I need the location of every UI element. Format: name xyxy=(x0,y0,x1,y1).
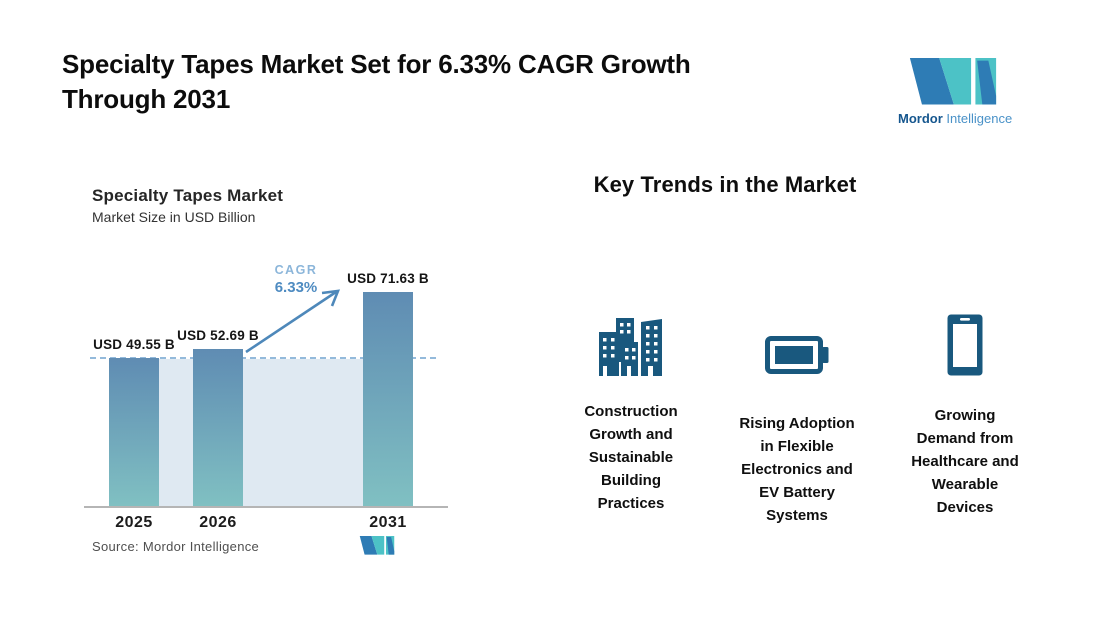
page-title: Specialty Tapes Market Set for 6.33% CAG… xyxy=(62,49,691,114)
reference-dashed-line xyxy=(90,357,436,359)
trend-text: Rising Adoption in Flexible Electronics … xyxy=(739,415,855,524)
chart-subtitle: Market Size in USD Billion xyxy=(92,209,256,225)
trend-text: Construction Growth and Sustainable Buil… xyxy=(584,403,678,512)
x-axis-label: 2031 xyxy=(369,514,407,531)
x-axis-label: 2025 xyxy=(115,514,153,531)
battery-icon xyxy=(712,300,882,388)
trend-item-wearables: Growing Demand from Healthcare and Weara… xyxy=(880,300,1050,519)
mordor-logo-icon xyxy=(909,58,997,105)
bar-value-label: USD 71.63 B xyxy=(347,271,429,286)
brand-name: Mordor Intelligence xyxy=(898,111,1012,126)
bar-2026 xyxy=(193,349,243,506)
trend-item-electronics: Rising Adoption in Flexible Electronics … xyxy=(712,300,882,527)
cagr-annotation: CAGR 6.33% xyxy=(254,262,338,296)
trend-item-construction: Construction Growth and Sustainable Buil… xyxy=(546,300,716,515)
x-axis-label: 2026 xyxy=(199,514,237,531)
chart-title: Specialty Tapes Market xyxy=(92,186,284,205)
brand-name-secondary: Intelligence xyxy=(946,111,1013,126)
plot-background-fill xyxy=(109,359,413,506)
mordor-logo: Mordor Intelligence xyxy=(898,58,1012,126)
bar-2031 xyxy=(363,292,413,506)
smartphone-icon xyxy=(880,300,1050,380)
x-axis-line xyxy=(84,506,448,508)
brand-name-primary: Mordor xyxy=(898,111,943,126)
trends-heading: Key Trends in the Market xyxy=(593,172,857,197)
buildings-icon xyxy=(546,300,716,376)
bar-2025 xyxy=(109,358,159,506)
source-note: Source: Mordor Intelligence xyxy=(92,539,260,554)
cagr-label: CAGR xyxy=(274,263,318,277)
bar-value-label: USD 52.69 B xyxy=(177,328,259,343)
bar-value-label: USD 49.55 B xyxy=(93,337,175,352)
cagr-value: 6.33% xyxy=(274,279,318,296)
trend-text: Growing Demand from Healthcare and Weara… xyxy=(911,407,1019,516)
bar-plot: CAGR 6.33% USD 49.55 B 2025 USD 52.69 B 202… xyxy=(84,248,448,548)
mordor-logo-small-icon xyxy=(359,536,395,555)
